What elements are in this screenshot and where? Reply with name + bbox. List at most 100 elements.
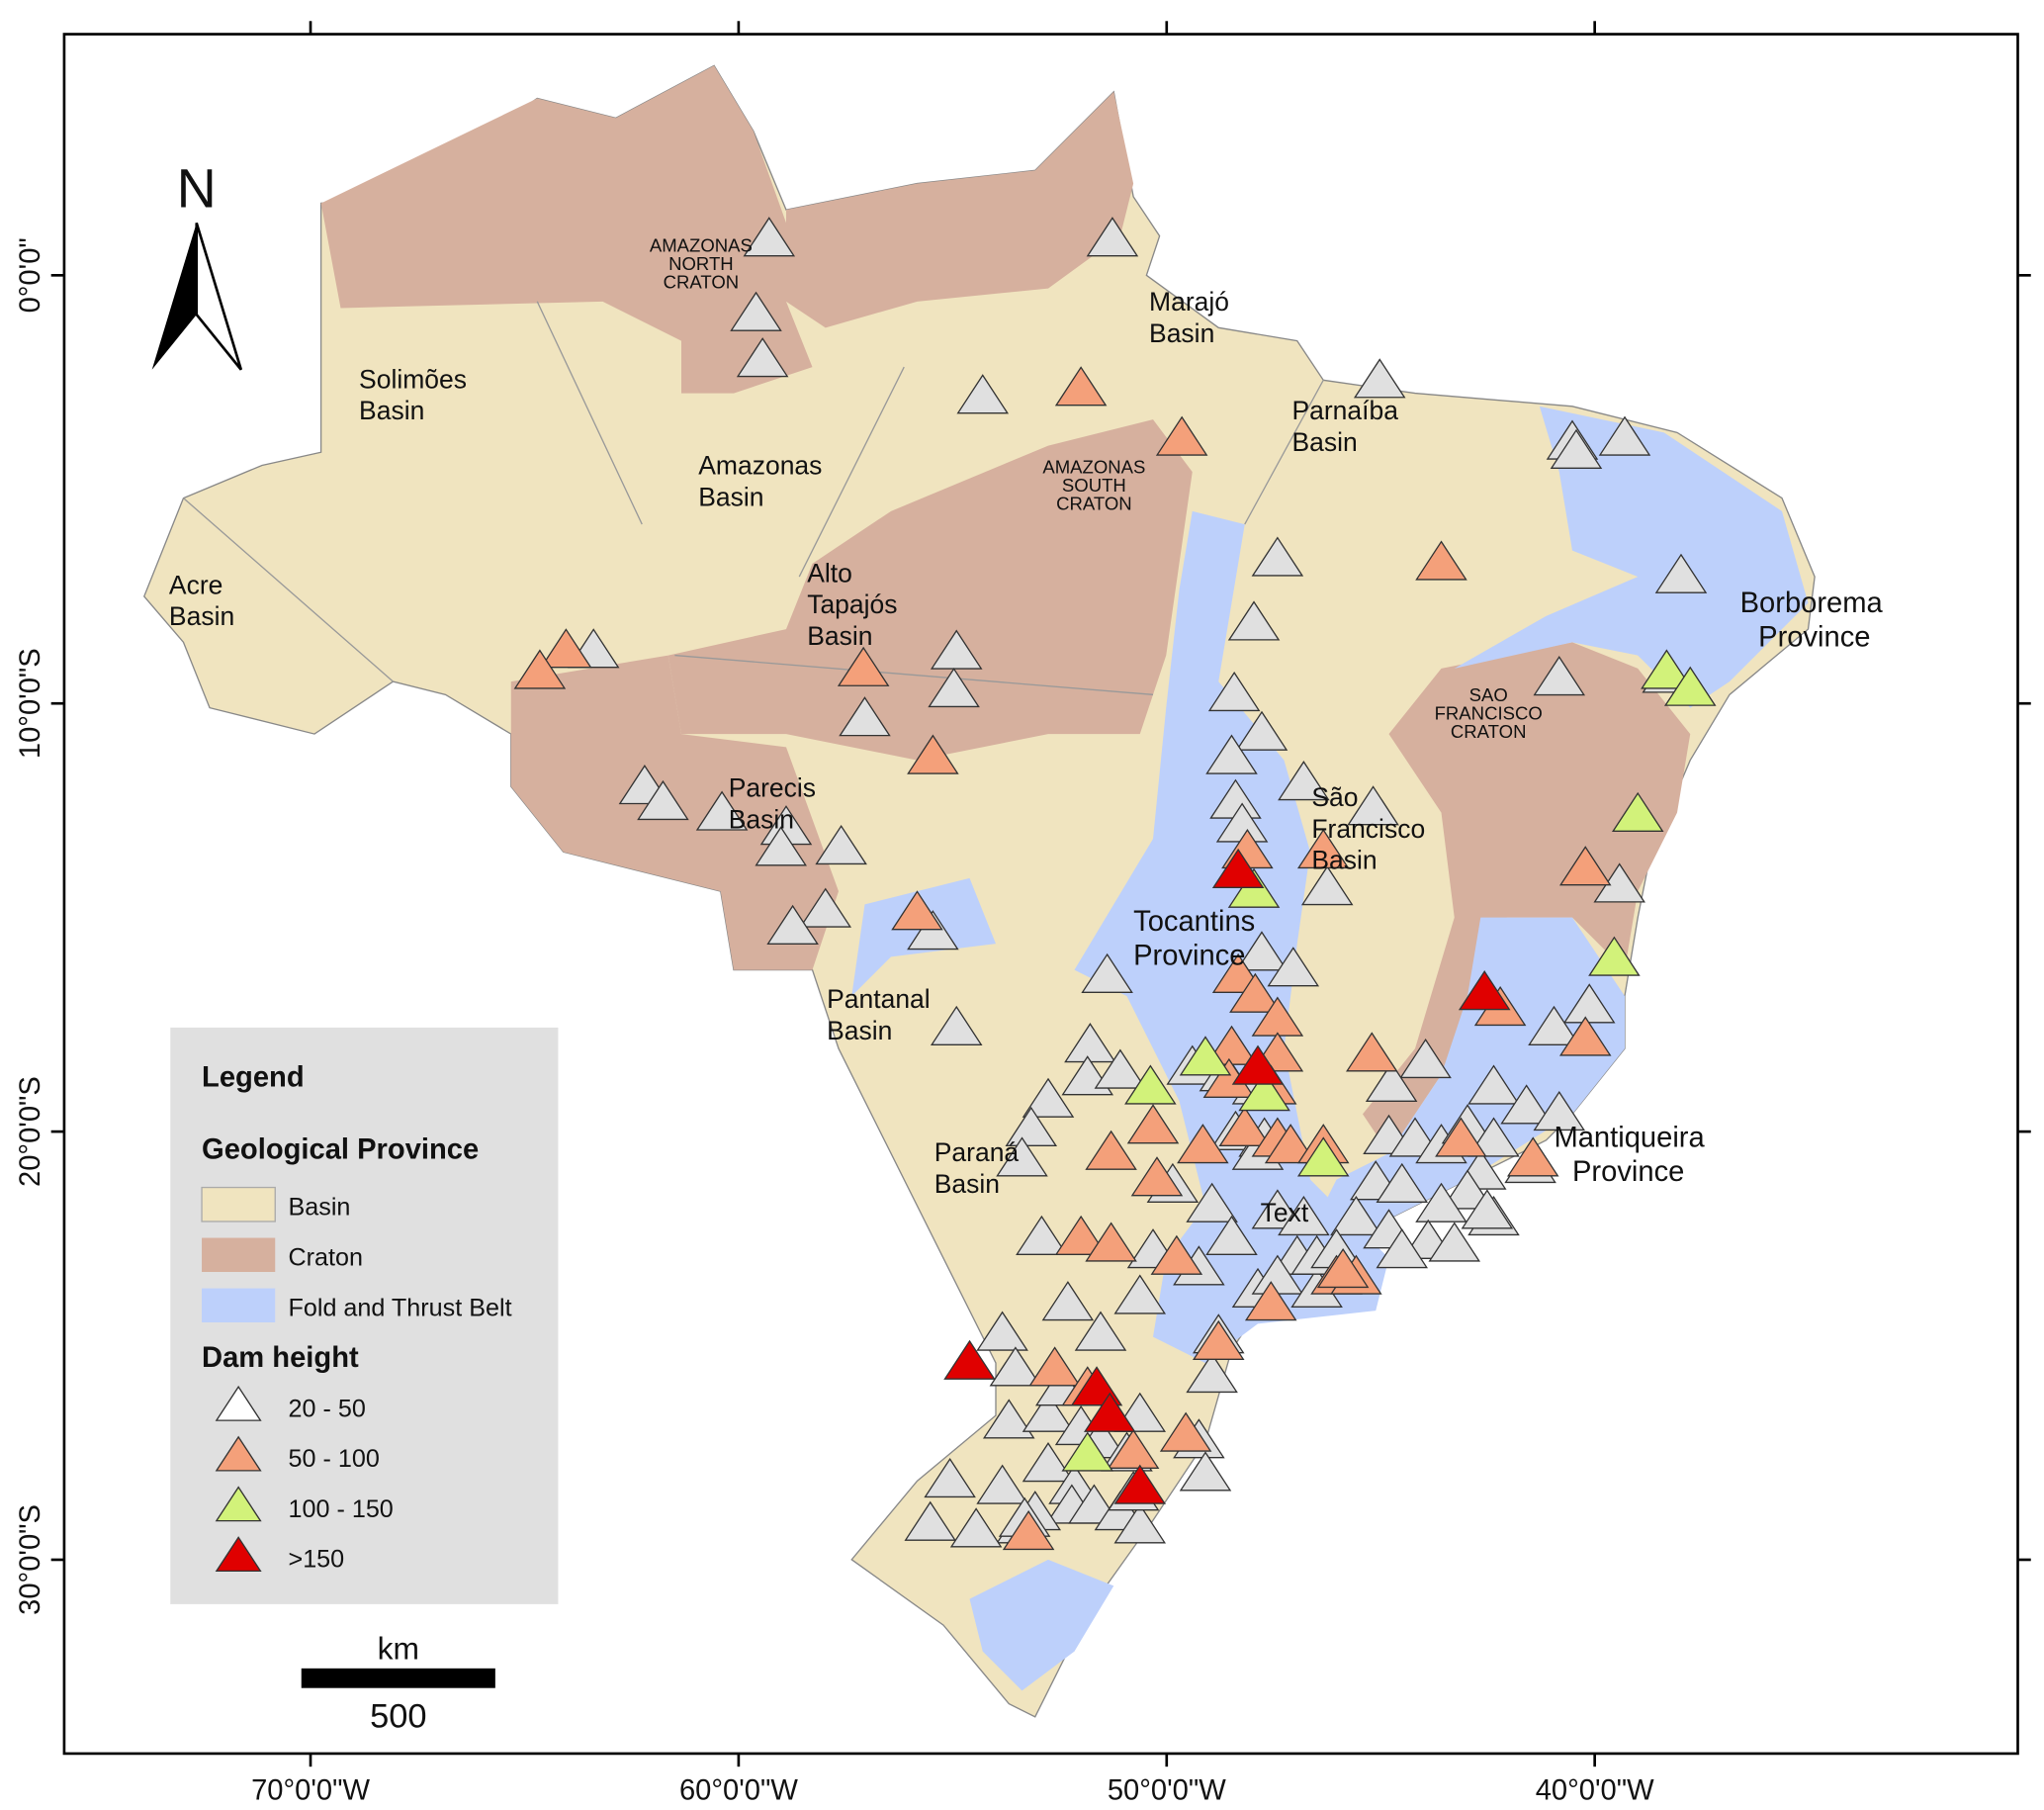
dam-marker	[1207, 671, 1261, 712]
label-text-placeholder: Text	[1261, 1198, 1309, 1227]
dam-marker	[1205, 1215, 1258, 1255]
dam-marker	[1054, 366, 1108, 407]
dam-marker	[1094, 1048, 1147, 1089]
dam-marker	[1150, 1234, 1203, 1275]
dam-marker	[1192, 1319, 1245, 1360]
dam-marker	[1278, 1195, 1330, 1236]
map-labels: AMAZONASNORTHCRATONAMAZONASSOUTHCRATONSA…	[169, 234, 1884, 1226]
dam-marker	[513, 649, 567, 689]
dam-marker	[1081, 952, 1133, 993]
dam-marker	[943, 1339, 996, 1380]
scale-value: 500	[370, 1697, 426, 1735]
dam-marker	[695, 790, 749, 831]
craton-region	[1363, 642, 1691, 1154]
dam-marker	[904, 1500, 957, 1541]
dam-marker	[1005, 1106, 1058, 1146]
dam-marker	[1528, 1005, 1580, 1045]
dam-marker	[1296, 1136, 1350, 1177]
legend-triangle-icon	[215, 1486, 262, 1522]
dam-marker	[1041, 1281, 1095, 1321]
label-marajo: Marajó	[1149, 287, 1229, 317]
dam-marker	[1016, 1215, 1068, 1255]
label-amazonas-north: AMAZONAS	[650, 234, 753, 255]
label-amazonas-north: CRATON	[664, 272, 740, 293]
dam-marker	[1550, 428, 1603, 469]
dam-marker	[1218, 1106, 1272, 1146]
label-sao-francisco: Francisco	[1311, 814, 1425, 844]
dam-marker	[1428, 1222, 1481, 1262]
dam-marker	[755, 826, 807, 866]
label-tocantins: Tocantins	[1133, 906, 1255, 938]
label-amazonas: Amazonas	[698, 451, 822, 481]
legend-swatch-craton	[202, 1237, 276, 1272]
label-acre: Basin	[169, 601, 234, 631]
dam-marker	[1113, 1503, 1167, 1544]
dam-marker	[1211, 848, 1265, 888]
label-amazonas-south: AMAZONAS	[1042, 456, 1145, 477]
dam-marker	[1365, 1061, 1418, 1102]
legend: Legend Geological Province Basin Craton Fo…	[170, 1027, 559, 1604]
fold-belt-region	[1074, 510, 1389, 1364]
dam-marker	[1415, 540, 1467, 581]
scale-bar: km 500	[301, 1631, 495, 1735]
fold-belt-region	[969, 1559, 1114, 1691]
legend-label: Fold and Thrust Belt	[288, 1294, 511, 1321]
dam-marker	[1022, 1077, 1075, 1118]
label-acre: Acre	[169, 570, 223, 599]
dam-marker	[1461, 1189, 1514, 1229]
label-amazonas: Basin	[698, 483, 763, 512]
dam-marker	[1316, 1247, 1370, 1289]
dam-marker	[743, 217, 796, 257]
dam-marker	[1533, 1090, 1586, 1131]
x-tick-label: 70°0'0"W	[251, 1774, 370, 1806]
label-sao-francisco: Basin	[1311, 846, 1377, 875]
dam-marker	[976, 1464, 1028, 1504]
dam-marker	[839, 696, 891, 737]
dam-marker	[1300, 865, 1354, 906]
dam-marker	[1227, 867, 1281, 908]
dam-marker	[1238, 1071, 1290, 1112]
label-solimoes: Basin	[359, 396, 424, 425]
x-tick-label: 40°0'0"W	[1536, 1774, 1654, 1806]
dam-marker	[1085, 1130, 1137, 1170]
label-parnaiba: Parnaíba	[1291, 396, 1398, 425]
label-alto-tapajos: Alto	[807, 558, 852, 588]
dam-marker	[1085, 1222, 1137, 1262]
craton-regions	[320, 65, 1691, 1154]
dam-marker	[1251, 536, 1304, 577]
dam-marker	[1458, 970, 1511, 1011]
dam-marker	[1113, 1464, 1167, 1504]
legend-label: 20 - 50	[288, 1395, 365, 1422]
dam-marker	[1267, 947, 1320, 987]
legend-province-title: Geological Province	[202, 1133, 479, 1165]
dam-marker	[976, 1311, 1028, 1351]
brazil-map	[142, 64, 1816, 1718]
dam-marker	[1467, 1064, 1520, 1105]
craton-region	[320, 65, 813, 394]
dam-marker	[1654, 553, 1708, 593]
dam-marker	[1500, 1084, 1553, 1125]
dam-marker	[907, 734, 959, 774]
dam-marker	[1435, 1117, 1487, 1157]
dam-marker	[1130, 1156, 1184, 1197]
dam-marker	[891, 890, 943, 931]
dam-marker	[1641, 649, 1693, 689]
craton-region	[667, 419, 1193, 761]
dam-marker	[996, 1136, 1048, 1177]
dam-marker	[540, 628, 592, 669]
label-parana: Paraná	[934, 1137, 1020, 1167]
dam-marker	[1227, 600, 1281, 641]
label-sao-francisco-craton: FRANCISCO	[1435, 703, 1543, 724]
label-alto-tapajos: Tapajós	[807, 589, 897, 619]
dam-marker	[907, 910, 959, 950]
dam-marker	[1663, 666, 1717, 706]
dam-marker	[837, 646, 890, 686]
dam-marker	[1588, 936, 1641, 976]
dam-marker	[1074, 1311, 1127, 1351]
legend-label: >150	[288, 1546, 344, 1574]
dam-marker	[1346, 1032, 1398, 1072]
legend-triangle-icon	[215, 1536, 262, 1573]
dam-marker	[930, 1005, 983, 1045]
dam-marker	[730, 291, 782, 331]
